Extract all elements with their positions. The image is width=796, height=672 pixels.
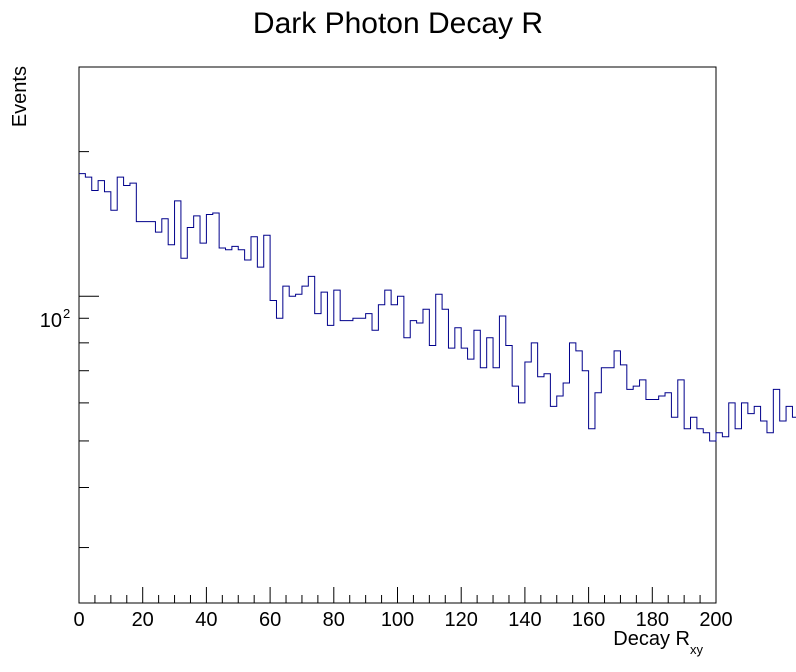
x-axis-ticks: [78, 587, 717, 603]
x-tick-label: 120: [445, 609, 478, 631]
y-axis-label: Events: [9, 66, 31, 127]
x-tick-label: 20: [132, 609, 154, 631]
y-tick-label-exponent: 2: [63, 306, 70, 321]
x-tick-label: 140: [508, 609, 541, 631]
x-axis-label: Decay Rxy: [613, 628, 703, 657]
chart-title: Dark Photon Decay R: [253, 7, 543, 40]
x-tick-label: 80: [323, 609, 345, 631]
x-tick-label: 40: [195, 609, 217, 631]
x-tick-label: 100: [381, 609, 414, 631]
x-tick-label: 200: [699, 609, 732, 631]
histogram-series-line: [79, 173, 796, 442]
x-tick-label: 160: [572, 609, 605, 631]
svg-text:2: 2: [63, 306, 70, 321]
svg-text:10: 10: [40, 310, 62, 332]
x-axis-tick-labels: 0 20 40 60 80 100 120 140 160 180 200: [73, 609, 732, 631]
x-tick-label: 180: [636, 609, 669, 631]
y-tick-label-base: 10: [40, 310, 62, 332]
x-tick-label: 60: [259, 609, 281, 631]
x-axis-label-main: Decay R: [613, 628, 690, 650]
y-axis-ticks: [79, 66, 99, 549]
plot-frame: [78, 66, 717, 604]
x-tick-label: 0: [73, 609, 84, 631]
x-axis-label-subscript: xy: [690, 642, 704, 657]
svg-text:Decay Rxy: Decay Rxy: [613, 628, 703, 657]
y-tick-label-100: 10 2: [40, 306, 70, 332]
